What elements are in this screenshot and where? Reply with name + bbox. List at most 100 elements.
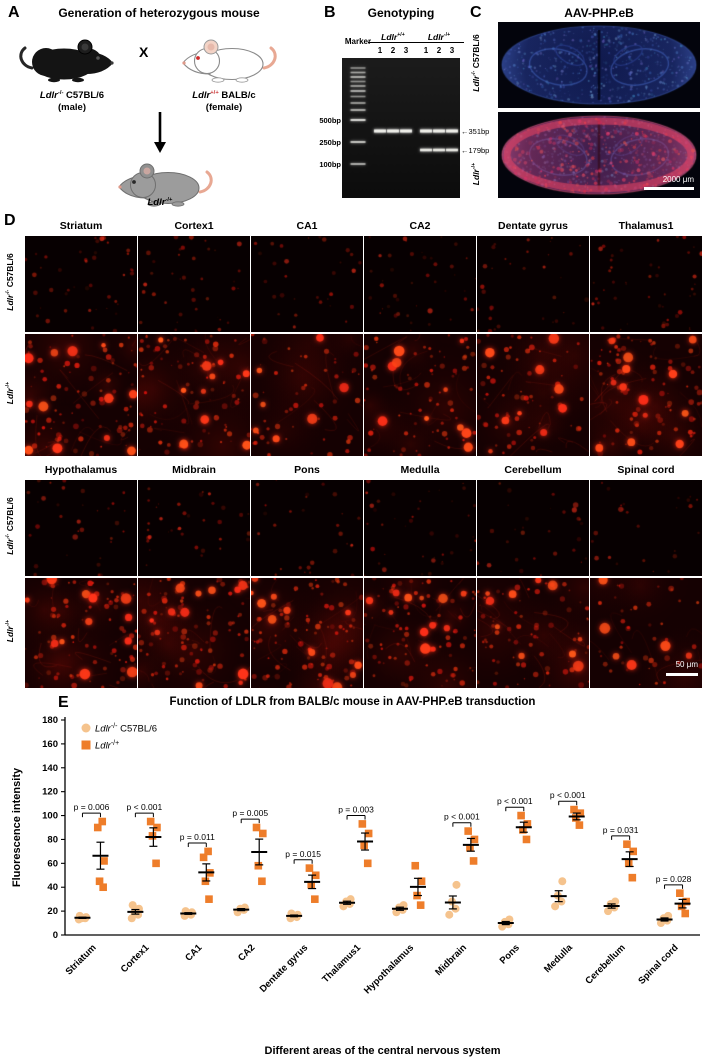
band-351-arrow: ←351bp <box>461 127 489 136</box>
micrograph-ca2-ko <box>364 236 476 332</box>
panel-a-title: Generation of heterozygous mouse <box>58 6 260 20</box>
black-mouse-image <box>19 39 114 83</box>
x-tick-label: Cerebellum <box>583 942 627 986</box>
micrograph-medulla-ko <box>364 480 476 576</box>
data-point-square <box>258 877 266 886</box>
micrograph-pons-ko <box>251 480 363 576</box>
data-point-circle <box>127 914 136 923</box>
d-row2-label: Ldlr-/+ <box>5 381 15 405</box>
p-value-label: p = 0.031 <box>603 825 639 835</box>
micrograph-grid: Striatum Cortex1 CA1 CA2 Dentate gyrus Thalam… <box>0 212 705 690</box>
band-351-label: 351bp <box>468 127 490 136</box>
p-value-label: p = 0.011 <box>180 832 215 842</box>
mother-sex: (female) <box>205 102 243 114</box>
region-header-thalamus1: Thalamus1 <box>618 220 674 232</box>
data-point-square <box>519 826 527 834</box>
p-value-label: p < 0.001 <box>497 796 533 806</box>
y-tick-label: 80 <box>47 834 58 845</box>
data-point-square <box>623 840 631 849</box>
white-mouse-image <box>182 39 277 83</box>
micrograph-cortex1-ko <box>138 236 250 332</box>
y-tick-label: 140 <box>42 763 58 774</box>
panel-c: C AAV-PHP.eB Ldlr-/- C57BL/6 Ldlr-/+ 200… <box>468 0 705 212</box>
data-point-square <box>522 835 531 844</box>
y-tick-label: 120 <box>42 787 58 798</box>
x-axis-title: Different areas of the central nervous s… <box>265 1045 501 1057</box>
micrograph-thalamus1-ko <box>590 236 702 332</box>
micrograph-midbrain-ko <box>138 480 250 576</box>
scalebar-2000um-label: 2000 μm <box>662 175 694 184</box>
panel-d-label: D <box>4 212 16 229</box>
region-header-ca2: CA2 <box>409 220 431 232</box>
x-tick-label: Dentate gyrus <box>258 942 311 995</box>
lane-number: 1 <box>377 46 383 55</box>
micrograph-medulla-het <box>364 578 476 688</box>
region-header-ca1: CA1 <box>296 220 318 232</box>
y-tick-label: 160 <box>42 739 58 750</box>
data-point-square <box>517 811 525 820</box>
region-header-hypothalamus: Hypothalamus <box>44 464 118 476</box>
data-point-square <box>677 902 686 911</box>
band-179-arrow: ←179bp <box>461 146 489 155</box>
panel-d: D Striatum Cortex1 CA1 CA2 Dentate gyrus Thal… <box>0 212 705 690</box>
legend-label: Ldlr-/+ <box>95 740 119 752</box>
data-point-square <box>98 817 107 826</box>
cross-symbol: X <box>139 44 149 60</box>
data-point-square <box>100 857 108 865</box>
scalebar-2000um <box>644 187 694 190</box>
panel-a: A Generation of heterozygous mouse X <box>0 0 318 212</box>
brain-row1-label: Ldlr-/- C57BL/6 <box>471 34 481 92</box>
gel-group-wt-label: Ldlr+/+ <box>368 32 418 43</box>
father-label: Ldlr-/- C57BL/6 (male) <box>12 90 132 115</box>
region-header-dentate-gyrus: Dentate gyrus <box>497 220 569 232</box>
micrograph-spinal-cord-het <box>590 578 702 688</box>
y-tick-label: 0 <box>53 930 58 941</box>
x-tick-label: CA1 <box>183 942 205 964</box>
d-row3-label: Ldlr-/- C57BL/6 <box>5 497 15 555</box>
region-header-midbrain: Midbrain <box>172 464 216 476</box>
micrograph-dentate-gyrus-ko <box>477 236 589 332</box>
data-point-square <box>416 901 425 909</box>
p-value-label: p < 0.001 <box>444 812 480 822</box>
left-arrow-icon: ← <box>461 127 469 136</box>
gel-group-het-label: Ldlr-/+ <box>414 32 464 43</box>
data-point-square <box>469 857 478 865</box>
p-value-label: p = 0.003 <box>338 805 374 815</box>
x-tick-label: Pons <box>498 942 522 966</box>
mother-label: Ldlr+/+ BALB/c (female) <box>164 90 284 115</box>
data-point-square <box>199 853 208 862</box>
region-header-striatum: Striatum <box>59 220 103 232</box>
y-tick-label: 40 <box>47 882 58 893</box>
p-value-label: p = 0.005 <box>232 808 268 818</box>
p-value-label: p = 0.006 <box>74 802 110 812</box>
data-point-square <box>363 859 372 868</box>
micrograph-spinal-cord-ko <box>590 480 702 576</box>
micrograph-midbrain-het <box>138 578 250 688</box>
panel-b: B Genotyping Marker Ldlr+/+ Ldlr-/+ 1 2 … <box>318 0 508 212</box>
region-header-spinal-cord: Spinal cord <box>617 464 675 476</box>
cross-arrow-icon <box>154 112 166 153</box>
micrograph-pons-het <box>251 578 363 688</box>
d-row4-label: Ldlr-/+ <box>5 619 15 643</box>
region-header-cerebellum: Cerebellum <box>504 464 562 476</box>
panel-a-label: A <box>8 4 20 21</box>
micrograph-ca1-ko <box>251 236 363 332</box>
data-point-square <box>358 820 367 828</box>
micrograph-hypothalamus-het <box>25 578 137 688</box>
x-tick-label: Striatum <box>64 942 99 977</box>
fluorescence-chart: 0 20 40 60 80 100 120 140 160 180 Fluorescence int… <box>11 715 700 1057</box>
ladder-500bp-label: 500bp <box>319 116 341 125</box>
data-point-square <box>466 844 474 852</box>
data-point-square <box>93 823 102 832</box>
data-point-square <box>252 823 261 832</box>
father-sex: (male) <box>58 102 86 114</box>
x-tick-label: Spinal cord <box>636 942 680 986</box>
gel-image <box>342 58 460 198</box>
y-axis-title: Fluorescence intensity <box>11 767 23 887</box>
data-point-square <box>575 821 584 829</box>
data-point-square <box>628 873 637 882</box>
y-tick-label: 20 <box>47 906 58 917</box>
data-point-square <box>523 820 532 828</box>
data-point-square <box>470 835 479 844</box>
